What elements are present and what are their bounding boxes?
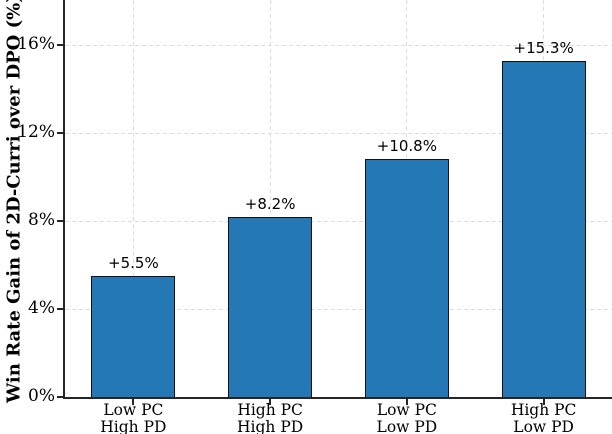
y-axis-tick [57,396,63,398]
x-axis-tick [269,399,272,405]
x-category-label-line: Low PC [103,401,164,419]
x-category-label-line: High PD [100,417,167,434]
x-category-label-line: High PC [510,401,577,419]
y-axis-tick [57,308,63,311]
y-axis-tick [57,220,63,223]
y-axis-tick [57,44,63,47]
y-tick-label: 16% [17,34,55,55]
gridline-horizontal [65,44,612,46]
y-tick-label: 4% [28,298,55,319]
bar [364,159,449,397]
bar-value-label: +8.2% [244,194,296,213]
bar [501,60,586,397]
bar-value-label: +10.8% [376,137,437,156]
x-axis-tick [542,399,545,405]
y-axis-label: Win Rate Gain of 2D-Curri over DPO (%) [3,0,25,403]
gridline-vertical [269,0,271,397]
gridline-horizontal [65,132,612,134]
x-category-label-line: Low PD [376,417,438,434]
bar-value-label: +15.3% [513,38,574,57]
y-tick-label: 12% [17,122,55,143]
bar [228,216,313,397]
gridline-vertical [132,0,134,397]
x-category-label: High PC Low PD [474,402,612,434]
x-category-label: High PC High PD [200,402,340,434]
bar [91,276,176,397]
x-category-label-line: Low PD [513,417,574,434]
bar-value-label: +5.5% [108,254,159,273]
gridline-horizontal [65,308,612,310]
x-category-label: Low PC High PD [63,402,203,434]
x-axis-tick [132,399,135,405]
x-axis-tick [405,399,408,405]
y-axis-tick [57,132,63,135]
y-tick-label: 8% [28,210,55,231]
y-tick-label: 0% [28,386,55,406]
x-category-label-line: Low PC [376,401,437,419]
plot-area: +5.5% +8.2% +10.8% +15.3% [57,0,612,405]
x-category-label-line: High PC [237,401,303,419]
gridline-horizontal [65,220,612,222]
x-category-label-line: High PD [237,417,304,434]
x-category-label: Low PC Low PD [337,402,477,434]
